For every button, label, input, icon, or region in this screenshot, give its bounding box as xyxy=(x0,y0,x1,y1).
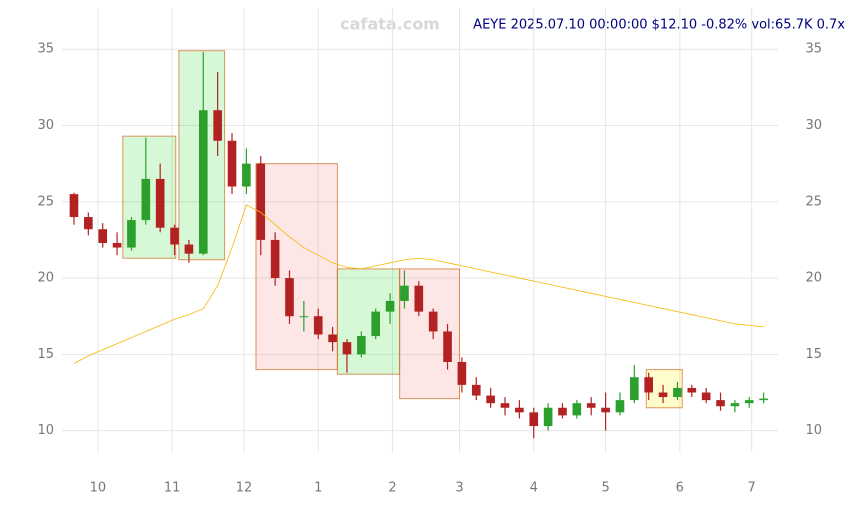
watermark: cafata.com xyxy=(340,15,440,34)
x-tick-label: 11 xyxy=(164,481,181,496)
chart-title: AEYE 2025.07.10 00:00:00 $12.10 -0.82% v… xyxy=(473,18,845,33)
candle-body xyxy=(184,244,194,254)
candle-body xyxy=(673,387,682,398)
candle-body xyxy=(744,400,754,404)
candle-body xyxy=(500,403,510,408)
candle-body xyxy=(529,412,539,427)
candle-body xyxy=(242,163,251,187)
candle-body xyxy=(328,334,337,343)
candle-body xyxy=(644,377,653,393)
moving-average xyxy=(73,204,764,364)
x-tick-label: 6 xyxy=(676,481,684,496)
candle-body xyxy=(515,407,524,413)
x-tick-label: 7 xyxy=(748,481,756,496)
candle-body xyxy=(141,178,151,221)
x-tick-label: 1 xyxy=(314,481,322,496)
candle-body xyxy=(428,311,438,332)
candle-body xyxy=(270,239,280,279)
candle-body xyxy=(299,316,309,318)
candle-body xyxy=(256,163,266,240)
y-tick-label-right: 20 xyxy=(805,271,822,286)
x-tick-label: 4 xyxy=(530,481,538,496)
y-tick-label-right: 15 xyxy=(805,347,822,362)
y-tick-label: 35 xyxy=(37,42,54,57)
candle-body xyxy=(759,398,768,401)
candle-body xyxy=(385,300,395,312)
candle-body xyxy=(127,220,136,248)
candle-body xyxy=(342,342,352,355)
candle-body xyxy=(615,400,625,413)
candle-body xyxy=(658,392,668,398)
candle-body xyxy=(313,316,323,335)
candle-body xyxy=(543,407,553,427)
x-tick-label: 5 xyxy=(601,481,609,496)
zone xyxy=(255,163,338,371)
candle-body xyxy=(586,403,596,408)
candle-body xyxy=(443,331,452,362)
y-tick-label: 30 xyxy=(37,118,54,133)
candle-body xyxy=(98,229,108,243)
zone xyxy=(336,268,401,375)
candle-body xyxy=(69,194,79,218)
candle-body xyxy=(687,387,697,393)
candle-body xyxy=(84,217,93,230)
candle-body xyxy=(285,278,294,317)
candle-body xyxy=(730,403,740,407)
candle-body xyxy=(170,227,179,245)
candle-body xyxy=(486,395,495,404)
candle-body xyxy=(601,407,610,413)
candle-body xyxy=(357,336,366,355)
candle-body xyxy=(400,285,409,301)
candle-body xyxy=(112,242,122,248)
candle-body xyxy=(471,384,481,396)
y-tick-label-right: 30 xyxy=(805,118,822,133)
y-tick-label: 25 xyxy=(37,194,54,209)
y-tick-label-right: 25 xyxy=(805,194,822,209)
candle-body xyxy=(414,285,424,312)
candle-body xyxy=(371,311,381,337)
x-tick-label: 12 xyxy=(236,481,253,496)
y-tick-label-right: 35 xyxy=(805,42,822,57)
y-tick-label: 10 xyxy=(37,423,54,438)
candle-body xyxy=(213,110,222,141)
x-tick-label: 2 xyxy=(388,481,396,496)
candle-body xyxy=(572,403,582,416)
candle-body xyxy=(558,407,567,416)
candle-body xyxy=(198,110,208,254)
candle-body xyxy=(457,361,467,385)
y-tick-label: 15 xyxy=(37,347,54,362)
candle-body xyxy=(227,140,237,187)
y-tick-label-right: 10 xyxy=(805,423,822,438)
x-tick-label: 3 xyxy=(455,481,463,496)
y-tick-label: 20 xyxy=(37,271,54,286)
candle-body xyxy=(701,392,711,401)
candle-body xyxy=(716,400,725,407)
candle-body xyxy=(155,178,165,228)
x-tick-label: 10 xyxy=(90,481,107,496)
candle-body xyxy=(630,377,639,401)
